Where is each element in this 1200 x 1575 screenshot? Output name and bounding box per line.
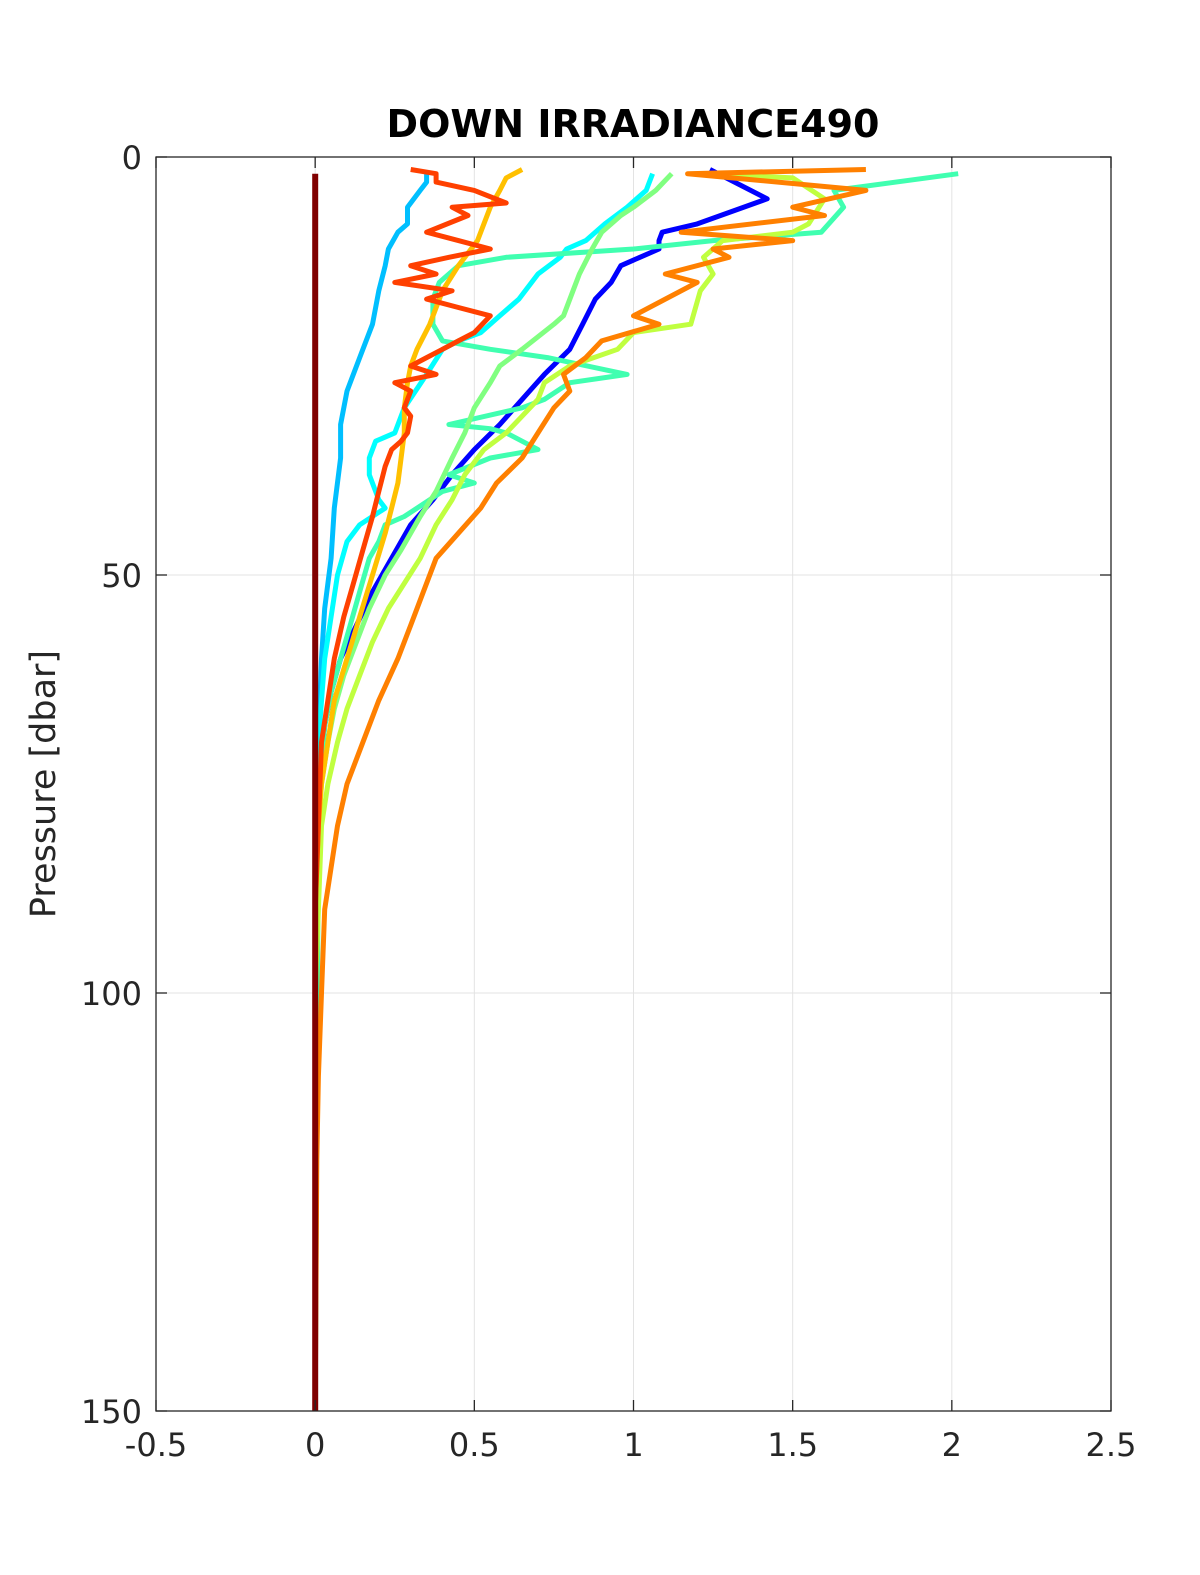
y-tick-label: 150 — [81, 1393, 142, 1431]
x-axis-ticks: -0.5 0 0.5 1 1.5 2 2.5 — [125, 157, 1137, 1464]
series-line-4 — [312, 171, 959, 1412]
y-axis-ticks: 0 50 100 150 — [81, 139, 1111, 1431]
x-tick-label: 0.5 — [449, 1426, 500, 1464]
series-line-7 — [312, 167, 524, 1411]
x-tick-label: 2.5 — [1086, 1426, 1137, 1464]
series-line-2 — [312, 173, 430, 1411]
x-tick-label: 0 — [305, 1426, 325, 1464]
x-tick-label: -0.5 — [125, 1426, 187, 1464]
series-line-8 — [312, 167, 869, 1412]
x-tick-label: 1 — [623, 1426, 643, 1464]
x-tick-label: 1.5 — [767, 1426, 818, 1464]
y-tick-label: 100 — [81, 975, 142, 1013]
y-tick-label: 50 — [101, 557, 142, 595]
y-axis-label: Pressure [dbar] — [24, 650, 64, 918]
series-line-9 — [312, 167, 509, 1411]
y-tick-label: 0 — [122, 139, 142, 177]
series-group — [312, 167, 959, 1412]
x-tick-label: 2 — [942, 1426, 962, 1464]
chart-title: DOWN IRRADIANCE490 — [387, 102, 880, 146]
